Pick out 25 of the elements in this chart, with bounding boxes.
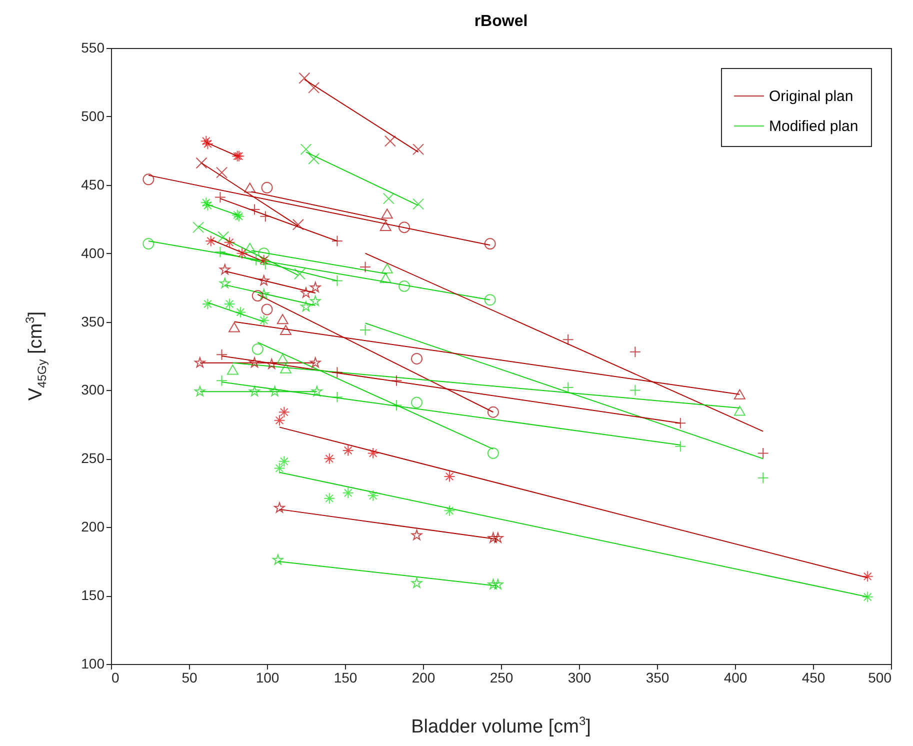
y-tick-label: 550 — [81, 40, 105, 56]
y-tick-label: 150 — [81, 587, 105, 604]
y-tick-label: 100 — [81, 656, 105, 672]
x-tick-label: 500 — [868, 670, 892, 686]
x-axis-title: Bladder volume [cm$^{3}$] — [411, 714, 591, 738]
y-tick-label: 400 — [81, 244, 105, 261]
x-tick-label: 350 — [646, 670, 670, 686]
y-tick-label: 350 — [81, 313, 105, 330]
x-tick-label: 200 — [412, 670, 436, 686]
x-tick-label: 100 — [256, 670, 280, 686]
y-tick-label: 500 — [81, 108, 105, 124]
y-tick-label: 300 — [81, 382, 105, 398]
x-tick-label: 0 — [112, 670, 120, 686]
y-tick-label: 250 — [81, 450, 105, 466]
x-tick-label: 400 — [724, 670, 748, 686]
chart-title: rBowel — [474, 13, 528, 30]
legend-label: Modified plan — [769, 118, 858, 135]
legend-label: Original plan — [769, 88, 854, 105]
x-tick-label: 250 — [490, 670, 514, 686]
x-tick-label: 450 — [802, 670, 826, 686]
x-tick-label: 150 — [334, 670, 358, 686]
y-tick-label: 200 — [81, 518, 105, 535]
x-tick-label: 50 — [182, 670, 198, 686]
y-tick-label: 450 — [81, 176, 105, 192]
x-tick-label: 300 — [568, 670, 592, 686]
